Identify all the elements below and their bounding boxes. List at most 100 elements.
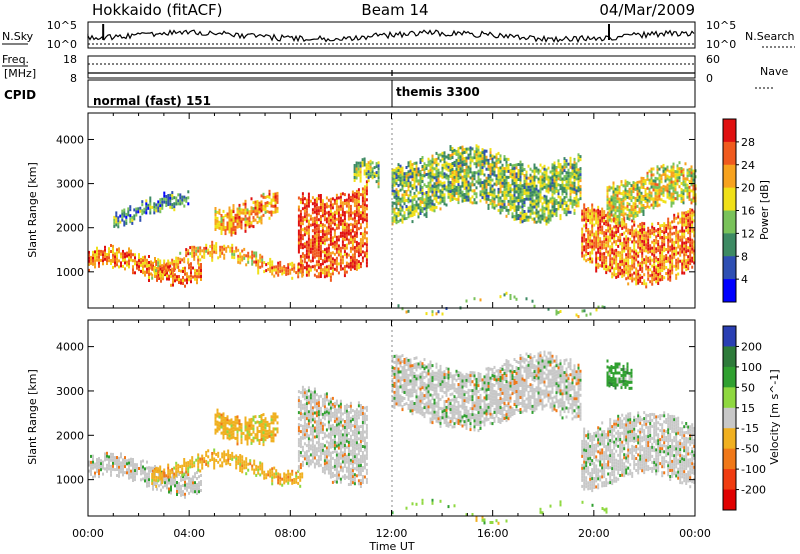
echo-cell — [228, 212, 231, 216]
echo-cell — [128, 247, 130, 251]
echo-cell — [531, 199, 534, 203]
echo-cell — [353, 210, 356, 214]
echo-cell — [301, 201, 304, 205]
echo-cell — [154, 260, 156, 263]
echo-cell — [687, 228, 690, 232]
echo-cell — [473, 189, 476, 193]
echo-cell — [122, 464, 124, 468]
echo-cell — [166, 483, 168, 487]
echo-cell — [677, 272, 680, 276]
echo-cell — [616, 206, 619, 210]
echo-cell — [353, 225, 356, 229]
echo-cell — [409, 190, 412, 194]
echo-cell — [205, 243, 208, 247]
echo-cell — [519, 160, 522, 164]
echo-cell — [435, 312, 438, 316]
echo-cell — [471, 189, 474, 193]
echo-cell — [303, 212, 306, 216]
echo-cell — [682, 177, 685, 181]
echo-cell — [549, 185, 552, 189]
echo-cell — [461, 169, 464, 173]
echo-cell — [223, 244, 226, 248]
echo-cell — [539, 214, 542, 218]
echo-cell — [561, 183, 564, 187]
echo-cell — [491, 187, 494, 191]
echo-cell — [201, 466, 204, 470]
echo-cell — [662, 184, 665, 188]
echo-cell — [605, 250, 608, 254]
echo-cell — [173, 263, 176, 266]
echo-cell — [159, 204, 162, 208]
echo-cell — [585, 238, 588, 242]
echo-cell — [297, 217, 300, 221]
echo-cell — [181, 467, 184, 471]
echo-cell — [635, 234, 638, 238]
echo-cell — [688, 167, 691, 171]
echo-cell — [585, 220, 588, 224]
colorbar-swatch — [723, 233, 736, 257]
echo-cell — [647, 265, 650, 269]
echo-cell — [666, 165, 669, 169]
echo-cell — [142, 477, 144, 481]
echo-cell — [409, 160, 412, 164]
echo-cell — [431, 202, 434, 206]
echo-cell — [573, 190, 576, 194]
echo-cell — [499, 178, 502, 182]
echo-cell — [656, 195, 659, 199]
echo-cell — [238, 224, 241, 228]
echo-cell — [427, 160, 430, 164]
echo-cell — [535, 184, 538, 188]
echo-cell — [315, 206, 318, 210]
echo-cell — [339, 249, 342, 253]
echo-cell — [445, 185, 448, 189]
echo-cell — [678, 185, 681, 189]
echo-cell — [200, 278, 202, 281]
echo-cell — [339, 246, 342, 250]
echo-cell — [198, 269, 200, 273]
echo-cell — [331, 251, 334, 255]
echo-cell — [644, 182, 647, 185]
echo-cell — [113, 221, 116, 225]
echo-cell — [170, 485, 172, 489]
echo-cell — [301, 273, 304, 277]
echo-cell — [565, 177, 568, 181]
echo-cell — [673, 243, 676, 247]
echo-cell — [687, 264, 690, 268]
echo-cell — [192, 275, 194, 279]
echo-cell — [94, 250, 96, 254]
echo-cell — [655, 238, 658, 242]
echo-cell — [90, 463, 92, 467]
echo-cell — [666, 189, 669, 193]
echo-cell — [225, 459, 228, 463]
echo-cell — [341, 225, 344, 229]
echo-cell — [559, 175, 562, 179]
echo-cell — [343, 202, 346, 206]
echo-cell — [487, 191, 490, 195]
echo-cell — [527, 182, 530, 186]
echo-cell — [551, 175, 554, 179]
echo-cell — [655, 259, 658, 263]
echo-cell — [606, 216, 609, 220]
echo-cell — [361, 250, 364, 254]
echo-cell — [341, 219, 344, 223]
echo-cell — [405, 190, 408, 193]
echo-cell — [457, 168, 460, 172]
echo-cell — [289, 268, 292, 272]
echo-cell — [361, 244, 364, 248]
echo-cell — [605, 268, 608, 272]
echo-cell — [620, 210, 623, 214]
echo-cell — [311, 208, 314, 212]
echo-cell — [182, 279, 184, 282]
echo-cell — [583, 209, 586, 213]
echo-cell — [266, 195, 269, 199]
echo-cell — [110, 244, 112, 247]
echo-cell — [237, 257, 240, 261]
echo-cell — [301, 262, 304, 266]
echo-cell — [571, 169, 574, 173]
echo-cell — [108, 455, 110, 459]
echo-cell — [627, 255, 630, 259]
echo-cell — [186, 278, 188, 282]
echo-cell — [669, 254, 672, 258]
echo-cell — [659, 251, 662, 255]
echo-cell — [127, 207, 130, 211]
